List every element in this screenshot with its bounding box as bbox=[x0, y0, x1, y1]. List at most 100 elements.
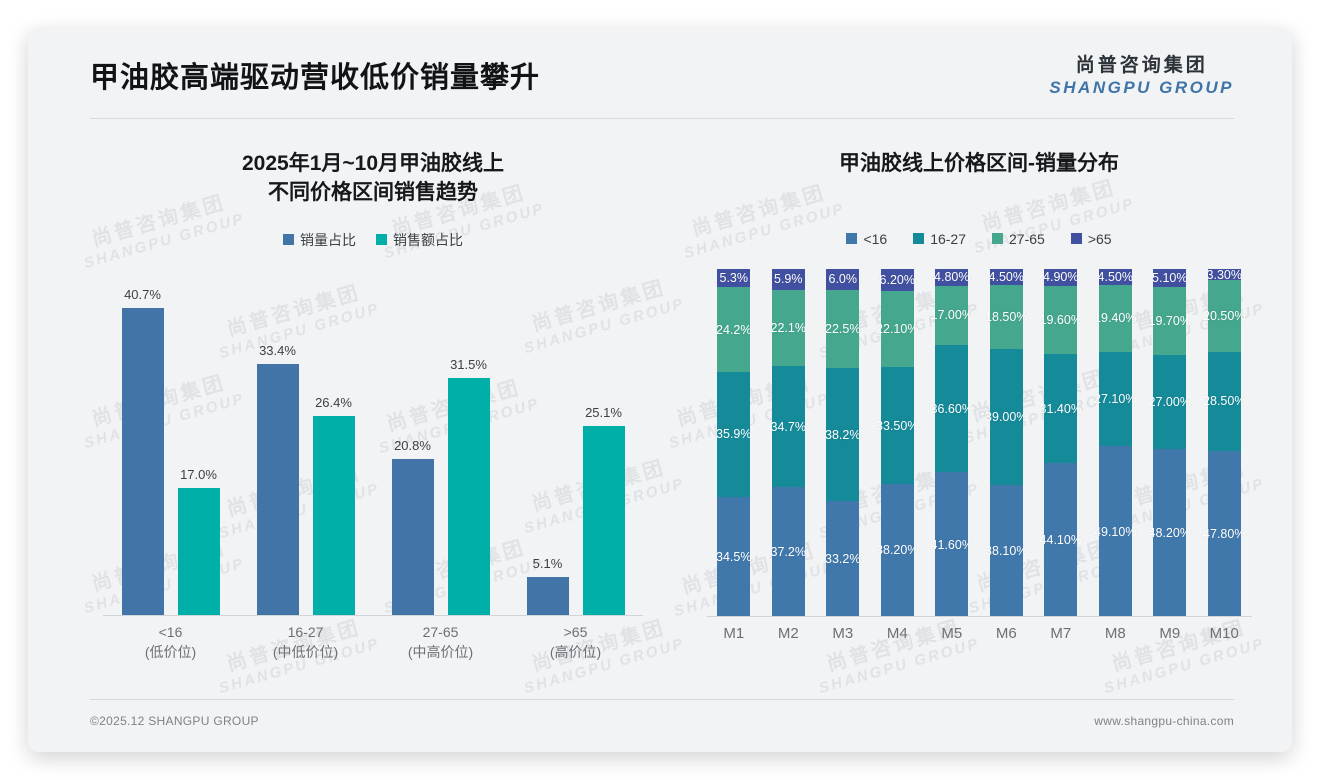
left-chart-legend: 销量占比 销售额占比 bbox=[68, 230, 678, 250]
stack-segment-label: 48.20% bbox=[1148, 526, 1191, 541]
stack-segment-label: 5.10% bbox=[1152, 270, 1188, 285]
stack-segment-label: 44.10% bbox=[1039, 533, 1082, 548]
legend-item-left-0[interactable]: 销量占比 bbox=[283, 230, 356, 250]
legend-swatch-icon bbox=[846, 233, 858, 245]
stack-segment-label: 37.2% bbox=[770, 544, 806, 559]
x-tick-main: 16-27 bbox=[287, 623, 324, 640]
bar-rect bbox=[312, 416, 355, 616]
legend-label: 16-27 bbox=[930, 230, 966, 247]
stacked-bar-M1[interactable]: 5.3% 24.2% 35.9% 34.5% bbox=[716, 268, 752, 617]
bar-销量占比-16-27[interactable]: 33.4% bbox=[256, 276, 299, 616]
footer-copyright: ©2025.12 SHANGPU GROUP bbox=[90, 714, 259, 728]
stacked-bar-M4[interactable]: 6.20% 22.10% 33.50% 38.20% bbox=[876, 268, 918, 617]
bar-value-label: 5.1% bbox=[532, 556, 563, 572]
bar-销量占比->65[interactable]: 5.1% bbox=[526, 276, 569, 616]
x-tick-sub: (中低价位) bbox=[272, 644, 339, 661]
stack-segment-16-27: 39.00% bbox=[985, 348, 1027, 485]
legend-item-right-1[interactable]: 16-27 bbox=[913, 231, 966, 247]
bar-group->65: 5.1% 25.1% bbox=[508, 276, 643, 616]
bar-value-label: 31.5% bbox=[450, 356, 487, 372]
bar-value-label: 33.4% bbox=[259, 342, 296, 358]
right-chart-title-text: 甲油胶线上价格区间-销量分布 bbox=[839, 152, 1119, 175]
stacked-bar-M7[interactable]: 4.90% 19.60% 31.40% 44.10% bbox=[1040, 268, 1082, 617]
bar-销量占比-<16[interactable]: 40.7% bbox=[121, 276, 164, 616]
left-chart-title-line2: 不同价格区间销售趋势 bbox=[268, 180, 478, 204]
bar-销售额占比-16-27[interactable]: 26.4% bbox=[312, 276, 355, 616]
bar-rect bbox=[582, 426, 625, 616]
stacked-bar-M9[interactable]: 5.10% 19.70% 27.00% 48.20% bbox=[1149, 268, 1191, 617]
legend-label: 27-65 bbox=[1009, 230, 1045, 247]
stack-segment-<16: 41.60% bbox=[931, 472, 973, 617]
stack-segment-label: 34.7% bbox=[770, 419, 806, 434]
stack-segment-label: 27.10% bbox=[1094, 392, 1137, 407]
stacked-bar-M2[interactable]: 5.9% 22.1% 34.7% 37.2% bbox=[770, 268, 806, 617]
x-tick-sub: (低价位) bbox=[144, 644, 197, 661]
legend-item-right-2[interactable]: 27-65 bbox=[992, 231, 1045, 247]
stack-segment-16-27: 36.60% bbox=[931, 344, 973, 473]
x-tick-M3: M3 bbox=[832, 624, 854, 642]
stack-segment-label: 4.80% bbox=[934, 270, 970, 285]
stack-segment-label: 19.70% bbox=[1148, 313, 1191, 328]
stack-segment-label: 22.10% bbox=[876, 321, 919, 336]
stack-segment-label: 34.5% bbox=[716, 549, 752, 564]
stack-segment-label: 24.2% bbox=[716, 322, 752, 337]
stack-segment-27-65: 18.50% bbox=[985, 284, 1027, 349]
stack-segment-label: 31.40% bbox=[1039, 401, 1082, 416]
legend-label: <16 bbox=[863, 230, 888, 247]
right-chart-axis-line bbox=[706, 615, 1252, 617]
stack-segment-27-65: 22.5% bbox=[825, 289, 861, 369]
stack-segment-label: 38.2% bbox=[825, 427, 861, 442]
stack-segment-16-27: 31.40% bbox=[1040, 354, 1082, 464]
stacked-bar-M3[interactable]: 6.0% 22.5% 38.2% 33.2% bbox=[825, 268, 861, 617]
stack-segment-label: 4.50% bbox=[988, 269, 1024, 284]
bar-销售额占比->65[interactable]: 25.1% bbox=[582, 276, 625, 616]
bar-group-27-65: 20.8% 31.5% bbox=[373, 276, 508, 616]
stack-segment->65: 4.80% bbox=[934, 268, 970, 286]
stack-segment-label: 4.90% bbox=[1043, 270, 1079, 285]
stack-segment-<16: 34.5% bbox=[716, 496, 752, 617]
stack-segment-<16: 49.10% bbox=[1094, 446, 1136, 617]
footer-divider bbox=[90, 699, 1234, 700]
x-tick-27-65: 27-65 (中高价位) bbox=[373, 622, 508, 663]
x-tick-M7: M7 bbox=[1050, 624, 1072, 642]
x-tick-<16: <16 (低价位) bbox=[103, 622, 238, 663]
x-tick-M4: M4 bbox=[886, 624, 908, 642]
stack-segment-<16: 33.2% bbox=[825, 501, 860, 617]
legend-item-right-3[interactable]: >65 bbox=[1070, 231, 1112, 247]
grouped-bar-chart: 40.7% 17.0% 33.4% 26.4% 20.8% 31.5% 5.1% 25.1% … bbox=[103, 276, 643, 660]
stack-segment-label: 22.5% bbox=[825, 321, 861, 336]
stack-segment-label: 18.50% bbox=[985, 309, 1028, 324]
bar-value-label: 26.4% bbox=[315, 395, 352, 411]
stack-segment-label: 39.00% bbox=[985, 409, 1028, 424]
bar-销量占比-27-65[interactable]: 20.8% bbox=[391, 276, 434, 616]
stack-segment-label: 17.00% bbox=[930, 308, 973, 323]
stacked-bar-M6[interactable]: 4.50% 18.50% 39.00% 38.10% bbox=[985, 268, 1027, 617]
legend-item-left-1[interactable]: 销售额占比 bbox=[376, 230, 463, 250]
stacked-bar-M5[interactable]: 4.80% 17.00% 36.60% 41.60% bbox=[931, 268, 973, 617]
bar-销售额占比-27-65[interactable]: 31.5% bbox=[447, 276, 490, 616]
stack-segment-16-27: 35.9% bbox=[716, 371, 751, 497]
stack-segment-label: 6.20% bbox=[879, 272, 915, 287]
stack-segment-<16: 37.2% bbox=[770, 487, 806, 617]
stack-segment-<16: 38.20% bbox=[876, 484, 918, 617]
stack-segment-16-27: 33.50% bbox=[876, 367, 918, 485]
stack-segment-27-65: 24.2% bbox=[716, 287, 752, 372]
header-divider bbox=[90, 118, 1234, 119]
page-title: 甲油胶高端驱动营收低价销量攀升 bbox=[90, 62, 541, 94]
stacked-bar-M8[interactable]: 4.50% 19.40% 27.10% 49.10% bbox=[1094, 268, 1136, 617]
stacked-bar-M10[interactable]: 3.30% 20.50% 28.50% 47.80% bbox=[1203, 268, 1245, 617]
stack-segment-label: 36.60% bbox=[930, 401, 973, 416]
legend-label: 销售额占比 bbox=[393, 231, 463, 248]
legend-item-right-0[interactable]: <16 bbox=[846, 231, 887, 247]
left-chart-x-axis-labels: <16 (低价位) 16-27 (中低价位) 27-65 (中高价位) >65 (高价位) bbox=[103, 622, 643, 676]
bar-rect bbox=[256, 363, 299, 616]
bar-rect bbox=[177, 487, 220, 616]
right-chart-panel: 甲油胶线上价格区间-销量分布 <16 16-27 27-65 >65 5.3% 24.2… bbox=[684, 128, 1274, 708]
bar-group-16-27: 33.4% 26.4% bbox=[238, 276, 373, 616]
stack-segment-label: 47.80% bbox=[1203, 526, 1246, 541]
stack-segment-<16: 44.10% bbox=[1040, 463, 1082, 617]
right-chart-x-axis-labels: M1 M2 M3 M4 M5 M6 M7 M8 M9 M10 bbox=[707, 625, 1252, 653]
stack-segment-27-65: 19.60% bbox=[1040, 286, 1082, 355]
bar-销售额占比-<16[interactable]: 17.0% bbox=[177, 276, 220, 616]
x-tick-M9: M9 bbox=[1159, 624, 1181, 642]
